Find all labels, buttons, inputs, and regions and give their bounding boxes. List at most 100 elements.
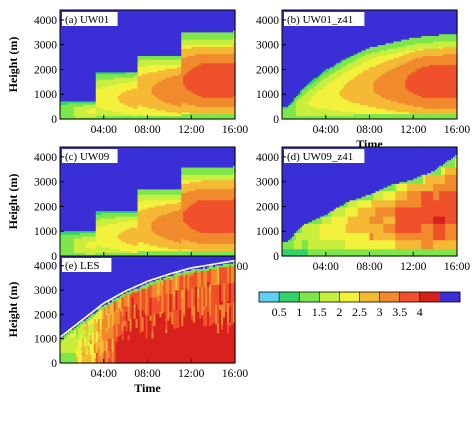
heatmap-cell [145,80,149,84]
heatmap-cell [63,46,67,49]
heatmap-cell [99,10,103,13]
heatmap-cell [79,29,83,33]
heatmap-cell [61,93,65,96]
heatmap-cell [103,108,107,111]
heatmap-cell [133,106,137,109]
heatmap-cell [69,39,73,42]
heatmap-cell [95,10,99,13]
heatmap-cell [113,115,117,118]
heatmap-cell [79,104,83,107]
heatmap-cell [89,100,93,104]
heatmap-cell [139,68,143,71]
heatmap-cell [133,95,137,98]
heatmap-cell [97,71,101,75]
heatmap-cell [115,53,119,57]
heatmap-cell [63,111,67,115]
heatmap-cell [119,79,123,82]
heatmap-cell [129,64,133,67]
heatmap-cell [60,106,63,109]
heatmap-cell [77,113,81,116]
heatmap-cell [145,49,149,53]
heatmap-cell [63,26,67,29]
heatmap-cell [67,44,71,47]
heatmap-cell [115,37,119,40]
heatmap-cell [83,111,87,115]
heatmap-cell [101,73,105,76]
heatmap-cell [93,29,97,33]
heatmap-cell [95,64,99,67]
heatmap-cell [85,106,89,109]
heatmap-cell [60,79,63,82]
heatmap-cell [95,68,99,71]
heatmap-cell [131,33,135,37]
heatmap-cell [87,60,91,64]
heatmap-cell [145,37,149,40]
heatmap-cell [129,26,133,29]
heatmap-cell [133,69,137,73]
heatmap-cell [85,55,89,58]
heatmap-cell [131,82,135,86]
heatmap-cell [115,57,119,60]
heatmap-cell [60,100,63,104]
heatmap-cell [97,99,101,102]
heatmap-cell [95,42,99,46]
heatmap-cell [99,37,103,40]
heatmap-cell [103,89,107,93]
heatmap-cell [123,104,127,107]
heatmap-cell [141,69,145,73]
heatmap-cell [101,64,105,67]
heatmap-cell [79,102,83,106]
heatmap-cell [125,26,129,29]
heatmap-cell [105,99,109,102]
heatmap-cell [69,88,73,91]
heatmap-cell [113,82,117,86]
heatmap-cell [81,100,85,104]
heatmap-cell [103,97,107,100]
heatmap-cell [127,53,131,57]
heatmap-cell [143,37,147,40]
heatmap-cell [127,57,131,60]
heatmap-cell [141,104,145,107]
heatmap-cell [137,46,141,49]
heatmap-cell [109,53,113,57]
heatmap-cell [137,24,141,27]
heatmap-cell [93,60,97,64]
heatmap-cell [139,15,143,18]
heatmap-cell [71,95,75,98]
heatmap-cell [81,117,85,120]
heatmap-cell [141,73,145,76]
heatmap-cell [97,115,101,118]
heatmap-cell [91,102,95,106]
heatmap-cell [135,37,139,40]
heatmap-cell [131,100,135,104]
heatmap-cell [60,49,63,53]
heatmap-cell [141,37,145,40]
heatmap-cell [83,106,87,109]
heatmap-cell [121,79,125,82]
heatmap-cell [137,79,141,82]
heatmap-cell [93,46,97,49]
heatmap-cell [103,115,107,118]
heatmap-cell [95,39,99,42]
heatmap-cell [83,66,87,69]
heatmap-cell [61,117,65,120]
heatmap-cell [129,11,133,15]
heatmap-cell [127,20,131,24]
heatmap-cell [105,53,109,57]
heatmap-cell [119,64,123,67]
heatmap-cell [123,99,127,102]
heatmap-cell [127,88,131,91]
heatmap-cell [119,68,123,71]
heatmap-cell [93,33,97,37]
heatmap-cell [105,66,109,69]
heatmap-cell [61,91,65,95]
heatmap-cell [113,73,117,76]
heatmap-cell [61,39,65,42]
heatmap-cells [60,10,236,120]
heatmap-cell [145,97,149,100]
heatmap-cell [105,28,109,31]
heatmap-cell [79,86,83,89]
heatmap-cell [131,29,135,33]
heatmap-cell [93,73,97,76]
heatmap-cell [101,37,105,40]
